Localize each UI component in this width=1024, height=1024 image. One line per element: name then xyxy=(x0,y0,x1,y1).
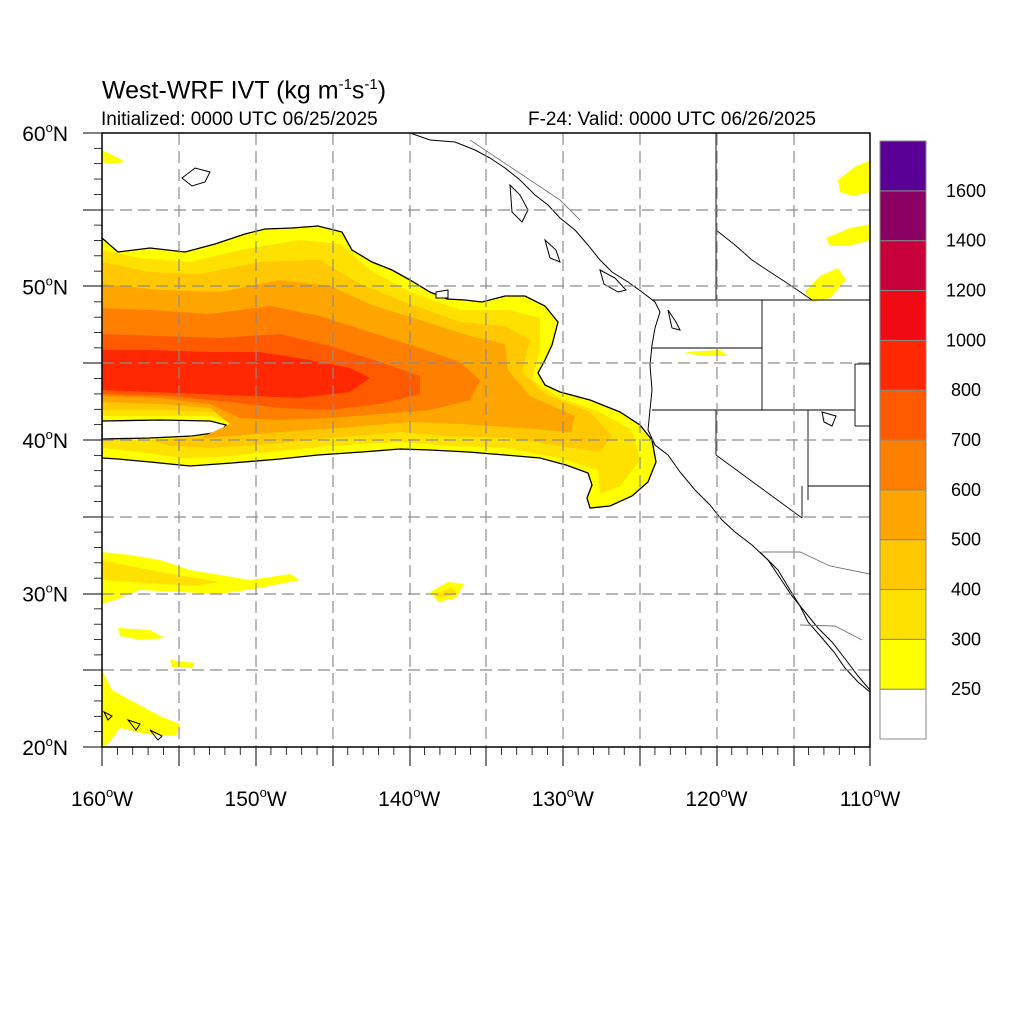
tick-label: 140oW xyxy=(378,785,440,811)
tick-label: 20oN xyxy=(22,734,68,760)
colorbar-label: 300 xyxy=(951,629,981,649)
tick-label: 50oN xyxy=(22,274,68,300)
colorbar-label: 250 xyxy=(951,679,981,699)
colorbar-box xyxy=(879,439,927,491)
colorbar-box xyxy=(879,389,927,441)
valid-time-label: F-24: Valid: 0000 UTC 06/26/2025 xyxy=(528,109,816,130)
init-time-label: Initialized: 0000 UTC 06/25/2025 xyxy=(101,109,378,130)
axis-ticks xyxy=(83,132,871,766)
ivt-field xyxy=(102,133,870,746)
colorbar-box xyxy=(879,339,927,391)
tick-label: 160oW xyxy=(71,785,133,811)
tick-label: 40oN xyxy=(22,427,68,453)
colorbar-label: 400 xyxy=(951,580,981,600)
lat-tick-labels: 60oN 50oN 40oN 30oN 20oN xyxy=(22,120,68,760)
colorbar-label: 700 xyxy=(951,430,981,450)
colorbar-box xyxy=(879,190,927,242)
colorbar-label: 1600 xyxy=(946,181,986,201)
colorbar-label: 600 xyxy=(951,480,981,500)
colorbar-label: 800 xyxy=(951,380,981,400)
colorbar-label: 1000 xyxy=(946,330,986,350)
state-borders xyxy=(652,133,870,519)
colorbar-label: 500 xyxy=(951,530,981,550)
plot-title: West-WRF IVT (kg m-1s-1) xyxy=(102,76,387,105)
colorbar-box xyxy=(879,688,927,740)
tick-label: 150oW xyxy=(225,785,287,811)
country-borders xyxy=(469,139,870,641)
colorbar-box xyxy=(879,140,927,192)
colorbar-box xyxy=(879,539,927,591)
coastlines xyxy=(102,133,870,741)
colorbar: 250 300 400 500 600 700 800 1000 1200 1400 1600 xyxy=(879,140,986,740)
tick-label: 130oW xyxy=(532,785,594,811)
colorbar-box xyxy=(879,589,927,640)
tick-label: 60oN xyxy=(22,120,68,146)
tick-label: 120oW xyxy=(685,785,747,811)
gridlines xyxy=(102,133,870,747)
ivt-small-white-hole xyxy=(435,289,449,299)
colorbar-box xyxy=(879,240,927,292)
lon-tick-labels: 160oW 150oW 140oW 130oW 120oW 110oW xyxy=(71,785,901,811)
colorbar-box xyxy=(879,290,927,341)
minor-ticks xyxy=(94,147,856,755)
colorbar-box xyxy=(879,489,927,541)
colorbar-label: 1200 xyxy=(946,281,986,301)
tick-label: 30oN xyxy=(22,581,68,607)
ivt-contour-800 xyxy=(102,350,370,398)
tick-label: 110oW xyxy=(840,785,901,811)
ivt-scattered-patches-300 xyxy=(102,560,458,598)
colorbar-label: 1400 xyxy=(946,231,986,251)
ivt-scattered-patches xyxy=(102,150,870,746)
colorbar-box xyxy=(879,638,927,690)
